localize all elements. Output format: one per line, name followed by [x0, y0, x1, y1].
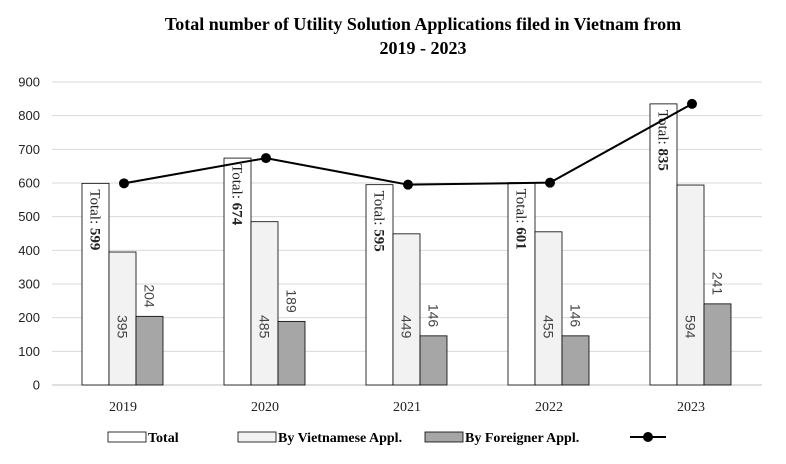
x-tick-label: 2020 [251, 400, 279, 415]
bar-2021-1 [392, 233, 421, 386]
legend-swatch-2 [424, 431, 464, 443]
vietnamese-data-label: 455 [541, 315, 557, 339]
y-axis: 0 100 200 300 400 500 600 700 800 900 [18, 75, 40, 393]
y-tick-label: 700 [18, 142, 40, 157]
bar-2020-1 [250, 221, 279, 386]
y-tick-label: 0 [33, 378, 40, 393]
y-tick-label: 800 [18, 108, 40, 123]
y-tick-label: 400 [18, 243, 40, 258]
y-tick-label: 600 [18, 176, 40, 191]
bar-2021-2 [419, 335, 448, 386]
legend-label-1: By Vietnamese Appl. [278, 431, 402, 446]
bar-2021-0 [365, 184, 394, 386]
foreigner-data-label: 146 [568, 304, 584, 328]
total-line [119, 98, 697, 190]
bar-2020-2 [277, 320, 306, 386]
bar-2023-2 [703, 303, 732, 386]
y-tick-label: 500 [18, 209, 40, 224]
total-data-label: Total: 595 [371, 191, 387, 252]
bar-2022-2 [561, 335, 590, 386]
legend: Total By Vietnamese Appl. By Foreigner App… [107, 431, 666, 446]
bar-labels: Total: 599 395 204 Total: 674 485 189 Total: 5… [87, 110, 726, 339]
bar-2023-1 [676, 184, 705, 386]
chart-title: Total number of Utility Solution Applica… [164, 14, 682, 58]
bar-2020-0 [223, 157, 252, 386]
total-data-label: Total: 835 [655, 110, 671, 171]
legend-swatch-0 [107, 431, 147, 443]
vietnamese-data-label: 395 [115, 315, 131, 339]
line-point-2019 [119, 178, 129, 189]
total-data-label: Total: 674 [229, 164, 245, 226]
bars [81, 103, 732, 386]
bar-2022-0 [507, 182, 536, 386]
y-tick-label: 100 [18, 344, 40, 359]
foreigner-data-label: 241 [710, 272, 726, 296]
total-data-label: Total: 599 [87, 189, 103, 250]
x-tick-label: 2021 [393, 400, 421, 415]
vietnamese-data-label: 449 [399, 315, 415, 339]
vietnamese-data-label: 485 [257, 315, 273, 339]
y-tick-label: 200 [18, 310, 40, 325]
line-point-2021 [403, 179, 413, 190]
bar-2022-1 [534, 231, 563, 386]
x-tick-label: 2019 [109, 400, 137, 415]
legend-label-2: By Foreigner Appl. [465, 431, 579, 446]
line-point-2023 [687, 98, 697, 109]
bar-2019-1 [108, 251, 137, 386]
x-axis: 2019 2020 2021 2022 2023 [109, 400, 705, 415]
foreigner-data-label: 189 [284, 289, 300, 313]
legend-line-marker [643, 432, 653, 442]
line-point-2020 [261, 153, 271, 164]
legend-swatch-1 [237, 431, 277, 443]
bar-2023-0 [649, 103, 678, 386]
total-data-label: Total: 601 [513, 189, 529, 250]
y-tick-label: 300 [18, 277, 40, 292]
line-point-2022 [545, 177, 555, 188]
y-tick-label: 900 [18, 75, 40, 90]
foreigner-data-label: 146 [426, 304, 442, 328]
bar-2019-2 [135, 315, 164, 386]
x-tick-label: 2023 [677, 400, 705, 415]
foreigner-data-label: 204 [142, 284, 158, 308]
legend-label-0: Total [148, 431, 179, 446]
x-tick-label: 2022 [535, 400, 563, 415]
vietnamese-data-label: 594 [683, 315, 699, 339]
